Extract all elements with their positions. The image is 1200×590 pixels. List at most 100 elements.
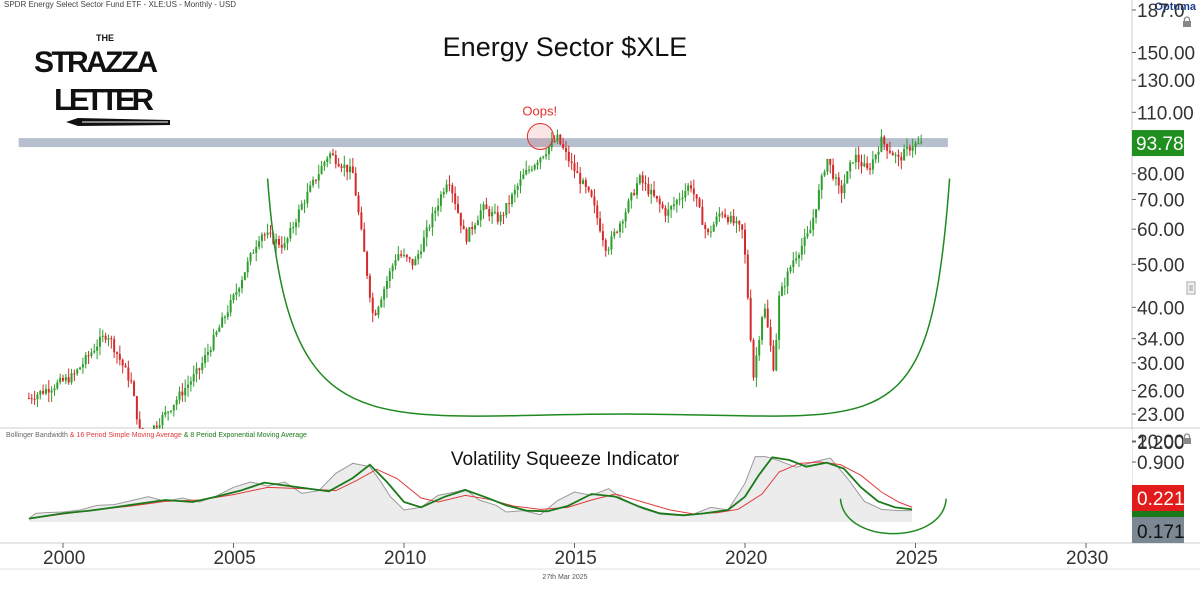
candle-body [854,154,857,163]
candle-body [661,204,664,208]
candle-body [269,232,272,234]
candle-body [553,141,556,143]
candle-body [124,365,127,368]
candle-body [235,291,238,295]
candle-body [434,210,437,214]
scroll-handle-icon[interactable] [1186,281,1196,295]
candle-body [763,308,766,318]
candle-body [243,272,246,280]
candle-body [67,377,70,383]
candle-body [599,218,602,232]
ind-tick-label: 1.200 [1137,433,1185,454]
candle-body [758,340,761,356]
candle-body [343,164,346,168]
candle-body [388,271,391,281]
x-tick-label: 2030 [1066,548,1108,569]
candle-body [312,179,315,186]
candle-body [391,265,394,272]
candle-body [76,369,79,374]
candle-body [820,175,823,190]
candle-body [584,180,587,187]
last-bw-label: 0.171 [1137,522,1185,543]
y-tick-label: 23.00 [1137,405,1185,426]
candle-body [519,178,522,186]
candle-body [630,192,633,201]
candle-body [815,209,818,218]
candle-body [650,189,653,195]
candle-body [718,213,721,217]
candle-body [223,316,226,318]
candle-body [101,335,104,337]
candle-body [158,425,161,428]
candle-body [644,182,647,185]
candle-body [62,377,64,381]
candle-body [837,177,840,186]
candle-body [891,152,894,156]
candle-body [377,306,380,316]
candle-body [459,212,462,226]
candle-body [218,327,221,332]
lock-icon[interactable] [1181,432,1193,444]
candle-body [704,224,707,230]
candle-body [485,204,488,210]
candle-body [42,390,45,394]
candle-body [917,143,920,145]
y-tick-label: 50.00 [1137,255,1185,276]
candle-body [638,175,641,184]
candle-body [880,136,883,152]
candle-body [874,154,877,160]
candle-body [297,209,300,223]
oops-circle [526,123,554,151]
candle-body [428,227,431,229]
candle-body [280,244,283,248]
cup-arc [266,178,951,417]
candle-body [800,245,803,255]
candle-body [47,388,50,393]
candle-body [349,166,352,173]
lock-icon[interactable] [1181,15,1193,27]
candle-body [809,229,812,234]
candle-body [672,204,675,207]
candle-body [499,214,502,222]
candle-body [39,390,42,395]
candle-body [493,212,496,214]
candle-body [749,297,752,341]
candle-body [587,186,590,191]
candle-body [900,156,903,161]
legend-bandwidth: Bollinger Bandwidth [6,432,68,439]
candle-body [658,198,661,205]
candle-body [87,355,90,357]
candle-body [380,299,383,307]
candle-body [454,193,457,204]
candle-body [752,340,755,378]
candle-body [576,171,579,174]
candle-body [425,227,428,238]
candle-body [314,179,317,181]
candle-body [832,164,835,179]
candle-body [732,215,735,224]
x-tick-label: 2010 [384,548,426,569]
x-tick-label: 2015 [555,548,597,569]
y-tick-label: 130.00 [1137,71,1195,92]
candle-body [113,339,116,353]
candle-body [894,154,897,156]
candle-body [778,295,781,340]
candle-body [135,396,138,420]
candle-body [883,136,886,145]
candle-body [729,215,732,223]
candle-body [456,203,459,213]
candle-body [465,229,468,242]
candle-body [573,162,576,172]
candle-body [73,373,76,375]
candle-body [195,368,198,375]
candle-body [289,227,292,239]
candle-body [510,194,513,204]
candle-body [817,189,820,210]
y-tick-label: 34.00 [1137,330,1185,351]
candle-body [564,147,567,152]
candle-body [44,388,47,394]
candle-body [690,185,693,189]
candle-body [647,184,650,195]
candle-body [849,162,852,172]
candle-body [323,162,326,167]
